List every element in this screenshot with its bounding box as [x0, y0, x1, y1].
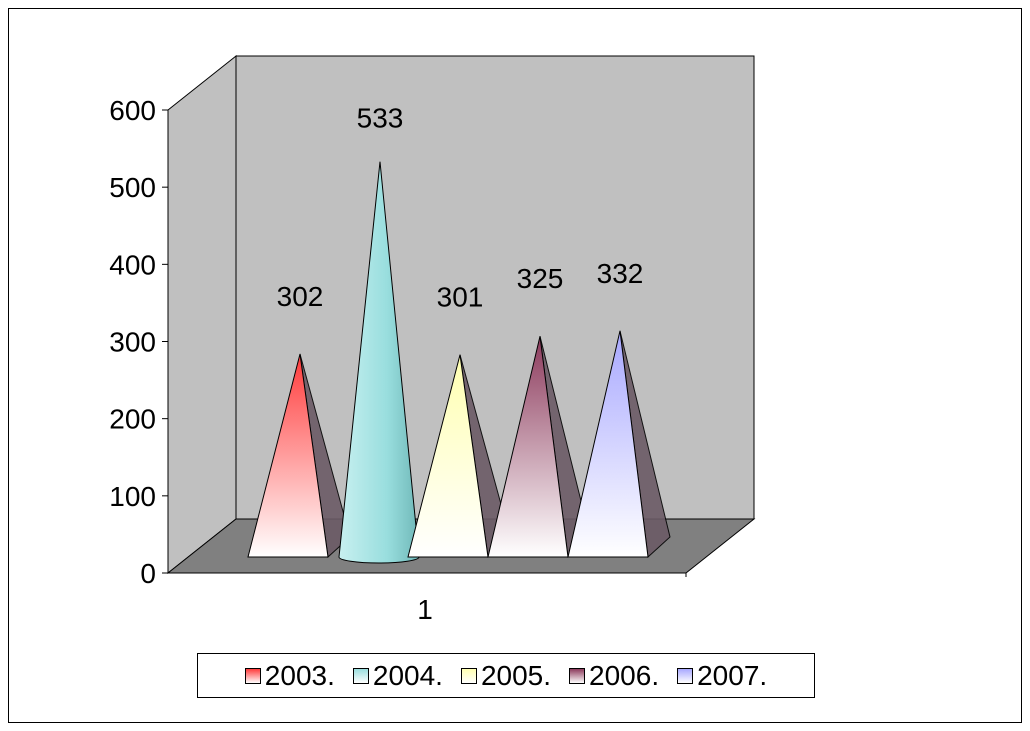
data-label: 301: [437, 282, 484, 313]
y-tick-label: 300: [109, 327, 156, 358]
data-label: 332: [597, 258, 644, 289]
legend-label: 2003.: [264, 659, 335, 691]
legend-item: 2004.: [352, 659, 443, 692]
side-wall: [167, 54, 237, 575]
legend-swatch: [352, 667, 369, 684]
legend-swatch: [244, 667, 261, 684]
legend-label: 2007.: [697, 659, 768, 691]
legend-swatch: [677, 667, 694, 684]
y-tick-label: 500: [109, 172, 156, 203]
y-axis: 0 100 200 300 400 500 600: [109, 95, 687, 589]
legend-swatch: [460, 667, 477, 684]
legend-label: 2005.: [480, 659, 552, 691]
data-label: 325: [517, 263, 564, 294]
legend-label: 2006.: [589, 659, 660, 691]
pyramid-2005: [407, 354, 489, 558]
pyramid-2007: [567, 330, 649, 558]
data-labels: 302 533 301 325 332: [277, 103, 644, 313]
chart-marks: [247, 161, 671, 564]
y-tick-label: 100: [109, 481, 156, 512]
legend-item: 2005.: [460, 659, 552, 692]
legend: 2003. 2004. 2005. 2006. 2007.: [197, 653, 815, 698]
y-tick-label: 600: [109, 95, 156, 126]
y-tick-label: 400: [109, 249, 156, 280]
cone-2004: [338, 161, 420, 564]
y-tick-label: 0: [140, 558, 156, 589]
y-tick-label: 200: [109, 404, 156, 435]
legend-item: 2006.: [569, 660, 659, 692]
legend-label: 2004.: [372, 659, 443, 691]
data-label: 533: [357, 103, 404, 134]
legend-swatch: [569, 667, 586, 684]
data-label: 302: [277, 281, 324, 312]
legend-item: 2007.: [677, 660, 767, 692]
legend-item: 2003.: [244, 659, 335, 692]
pyramid-2003: [247, 353, 329, 558]
x-tick-label: 1: [417, 594, 433, 625]
pyramid-2006: [487, 336, 569, 558]
